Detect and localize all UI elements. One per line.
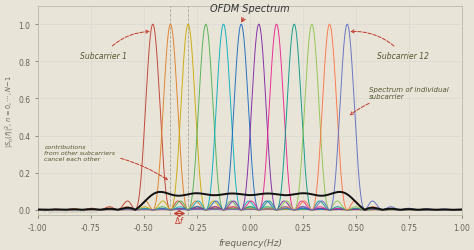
Text: $\Delta f$: $\Delta f$	[174, 214, 185, 226]
Text: Subcarrier 12: Subcarrier 12	[351, 31, 429, 60]
Text: contributions
from other subcarriers
cancel each other: contributions from other subcarriers can…	[44, 144, 167, 180]
Text: © gaussianwaves.com: © gaussianwaves.com	[42, 208, 98, 214]
Y-axis label: $|S_n(f)|^2$, $n=0,\cdots,N\!-\!1$: $|S_n(f)|^2$, $n=0,\cdots,N\!-\!1$	[3, 74, 17, 148]
Text: Spectrum of individual
subcarrier: Spectrum of individual subcarrier	[350, 87, 448, 115]
Text: Subcarrier 1: Subcarrier 1	[80, 31, 149, 60]
Text: OFDM Spectrum: OFDM Spectrum	[210, 4, 290, 22]
X-axis label: frequency(Hz): frequency(Hz)	[218, 238, 282, 246]
